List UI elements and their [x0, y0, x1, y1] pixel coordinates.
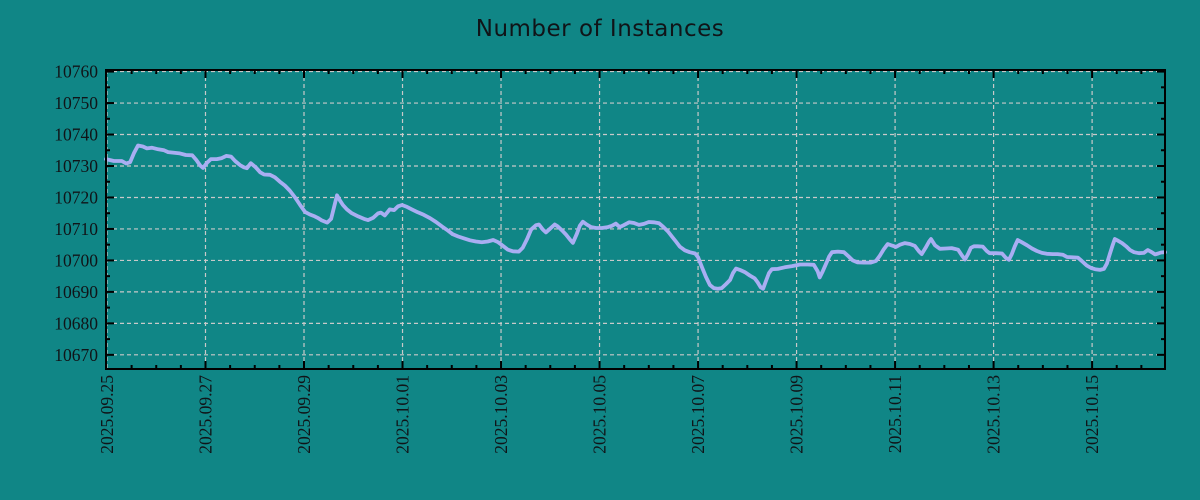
y-tick-label: 10670 — [54, 345, 98, 365]
y-tick-label: 10730 — [54, 156, 98, 176]
y-tick-label: 10690 — [54, 282, 98, 302]
y-tick-label: 10720 — [54, 187, 98, 207]
x-tick-label: 2025.10.15 — [1082, 375, 1102, 454]
y-tick-label: 10760 — [54, 62, 98, 82]
y-tick-label: 10710 — [54, 219, 98, 239]
data-line-instances — [104, 143, 1167, 291]
x-tick-label: 2025.09.29 — [294, 375, 314, 454]
x-tick-label: 2025.10.05 — [590, 375, 610, 454]
y-tick-label: 10680 — [54, 313, 98, 333]
x-tick-label: 2025.10.09 — [787, 375, 807, 454]
plot-border — [105, 69, 1166, 370]
chart-title: Number of Instances — [475, 16, 725, 42]
y-tick-label: 10740 — [54, 125, 98, 145]
x-tick-label: 2025.10.07 — [688, 375, 708, 454]
x-tick-label: 2025.09.27 — [195, 375, 215, 454]
y-tick-label: 10750 — [54, 93, 98, 113]
x-tick-label: 2025.10.13 — [984, 375, 1004, 454]
y-tick-label: 10700 — [54, 250, 98, 270]
x-tick-label: 2025.10.03 — [491, 375, 511, 454]
x-tick-label: 2025.10.01 — [393, 375, 413, 454]
x-tick-label: 2025.09.25 — [97, 375, 117, 454]
x-tick-label: 2025.10.11 — [885, 375, 905, 453]
